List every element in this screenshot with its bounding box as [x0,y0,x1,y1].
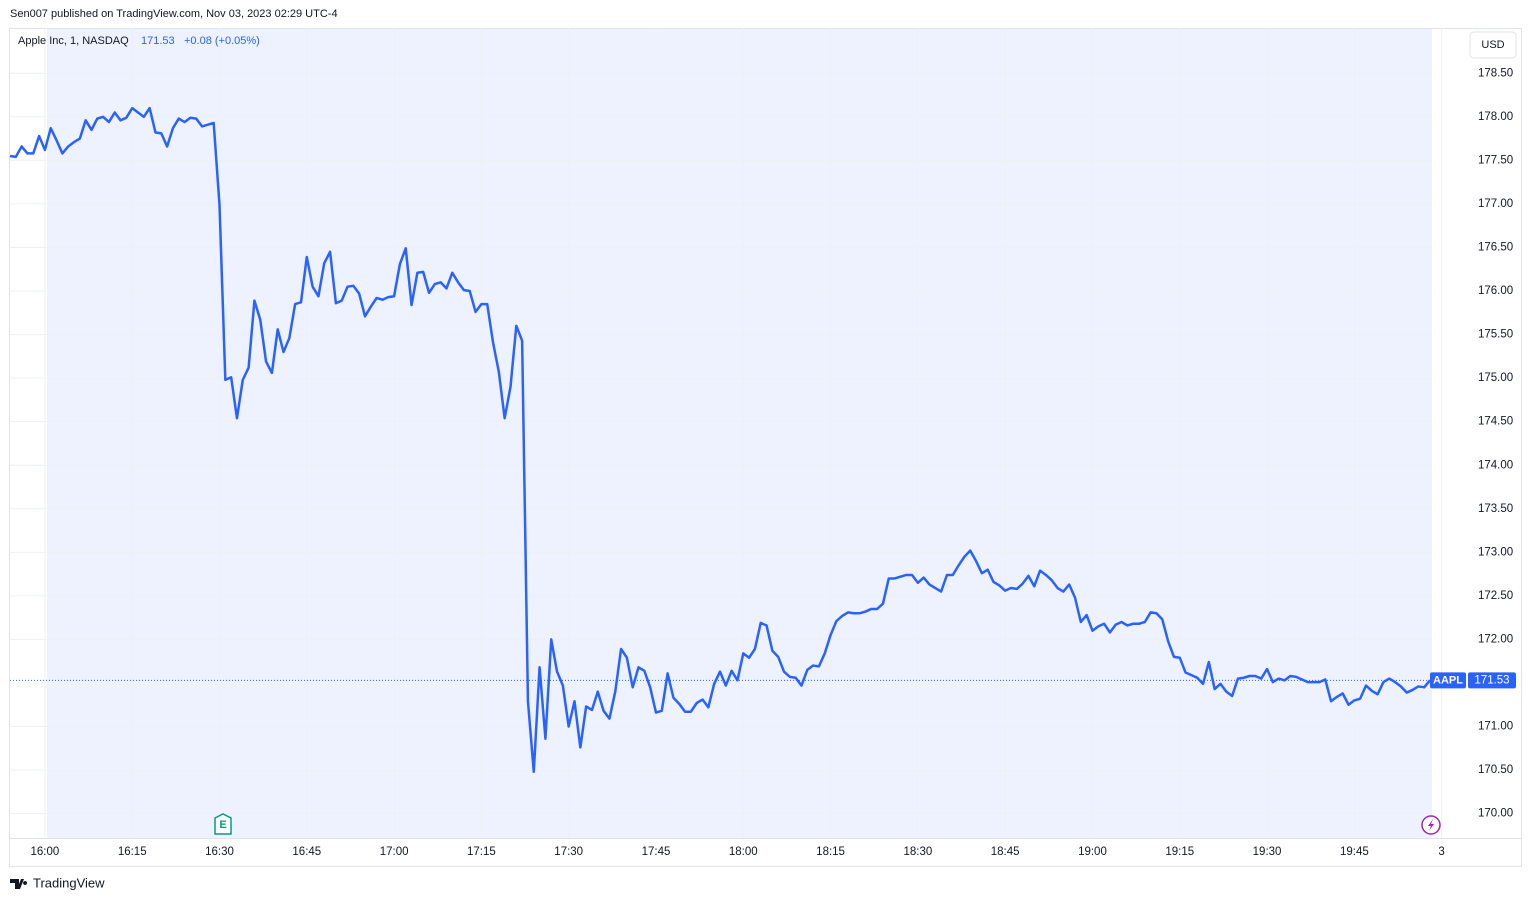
x-tick-label: 3 [1438,846,1444,858]
x-tick-label: 19:00 [1078,846,1107,858]
y-tick-label: 176.00 [1478,285,1513,297]
x-tick-label: 17:15 [467,846,496,858]
x-tick-label: 16:30 [205,846,234,858]
publisher: Sen007 published on TradingView.com, Nov… [10,8,338,20]
x-tick-label: 16:00 [31,846,60,858]
x-tick-label: 17:45 [642,846,671,858]
x-tick-label: 18:00 [729,846,758,858]
x-tick-label: 19:45 [1340,846,1369,858]
grid [10,28,1443,838]
x-tick-label: 17:30 [554,846,583,858]
x-tick-label: 19:30 [1253,846,1282,858]
brand: TradingView [33,875,105,890]
brand-logo [10,879,28,889]
event-icon[interactable] [1421,815,1441,835]
x-tick-label: 18:15 [816,846,845,858]
x-tick-label: 16:45 [292,846,321,858]
y-tick-label: 172.00 [1478,633,1513,645]
currency-box[interactable] [1469,31,1517,59]
y-tick-label: 174.00 [1478,459,1513,471]
y-tick-label: 177.50 [1478,154,1513,166]
legend-name: Apple Inc, 1, NASDAQ [18,35,129,47]
price-badge-label: 171.53 [1474,674,1509,686]
y-tick-label: 177.00 [1478,198,1513,210]
symbol-badge-label: AAPL [1433,674,1463,686]
price-badge [1468,672,1516,689]
y-tick-label: 178.00 [1478,111,1513,123]
y-tick-label: 173.00 [1478,546,1513,558]
x-tick-label: 18:45 [991,846,1020,858]
x-tick-label: 19:15 [1165,846,1194,858]
price-line [9,106,1431,774]
symbol-badge [1430,672,1466,689]
earnings-icon[interactable]: E [214,813,232,835]
y-tick-label: 175.50 [1478,329,1513,341]
svg-text:E: E [219,819,226,831]
currency: USD [1481,39,1504,51]
y-tick-label: 173.50 [1478,503,1513,515]
y-tick-label: 172.50 [1478,590,1513,602]
x-tick-label: 16:15 [118,846,147,858]
legend-last: 171.53 [141,35,175,47]
y-tick-label: 170.00 [1478,808,1513,820]
y-tick-label: 178.50 [1478,67,1513,79]
legend-change: +0.08 (+0.05%) [184,35,260,47]
y-tick-label: 175.00 [1478,372,1513,384]
x-tick-label: 18:30 [903,846,932,858]
y-tick-label: 170.50 [1478,764,1513,776]
x-tick-label: 17:00 [380,846,409,858]
y-tick-label: 171.00 [1478,721,1513,733]
extended-hours-shade [47,29,1432,838]
plot [9,106,1432,774]
y-tick-label: 174.50 [1478,416,1513,428]
y-tick-label: 176.50 [1478,242,1513,254]
